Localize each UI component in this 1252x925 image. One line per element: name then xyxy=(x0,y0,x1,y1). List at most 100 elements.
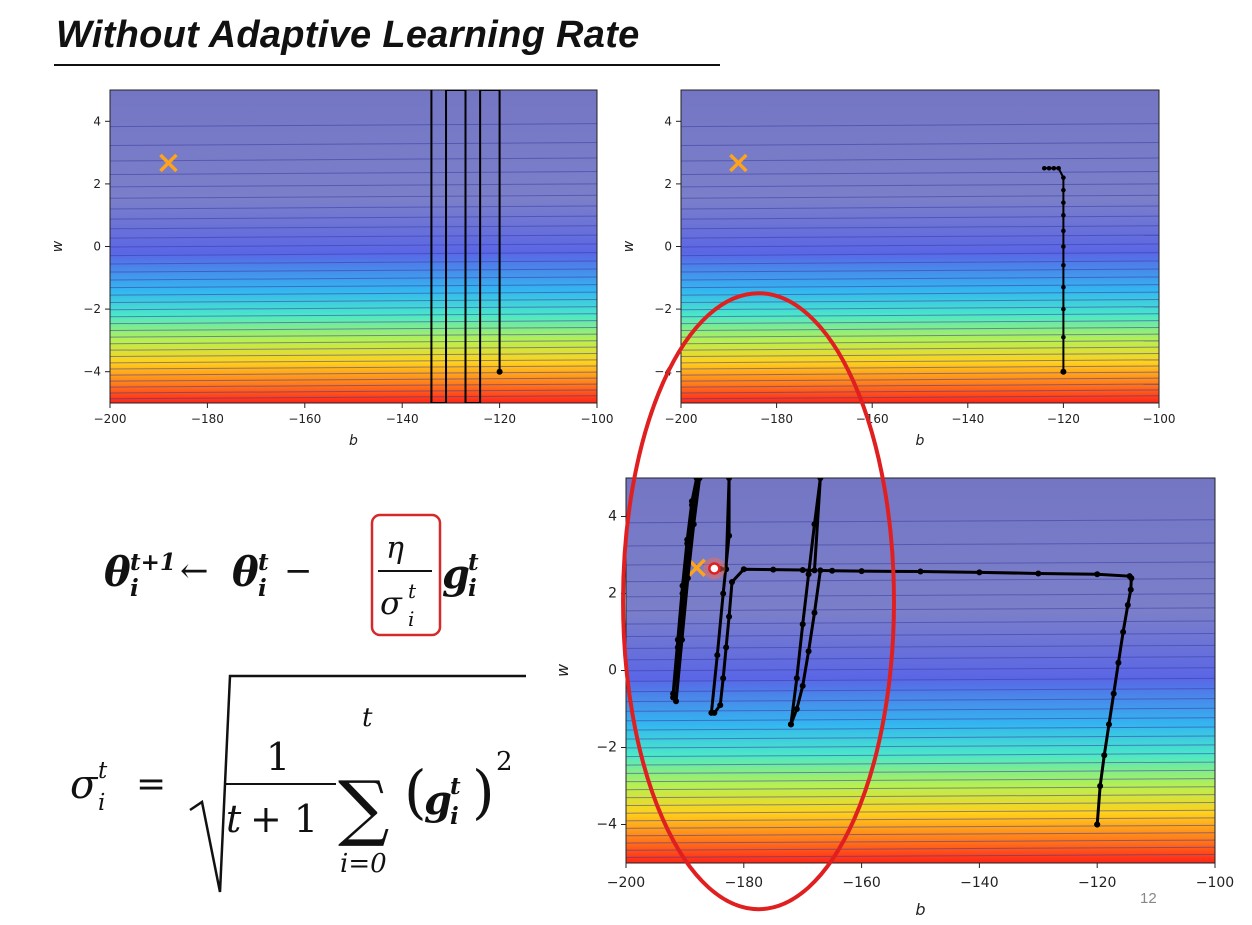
svg-text:g: g xyxy=(424,777,452,824)
path-point xyxy=(817,478,824,481)
y-tick-label: 4 xyxy=(664,114,672,128)
end-marker xyxy=(708,562,721,575)
x-tick-label: −140 xyxy=(951,412,984,426)
path-point xyxy=(1061,306,1066,312)
path-point xyxy=(1110,690,1117,697)
x-tick-label: −180 xyxy=(191,412,224,426)
path-point xyxy=(726,478,733,481)
svg-text:←: ← xyxy=(180,551,209,591)
path-point xyxy=(1061,212,1066,218)
x-tick-label: −120 xyxy=(483,412,516,426)
svg-text:=: = xyxy=(136,764,166,805)
data-layer xyxy=(729,153,1067,375)
x-tick-label: −200 xyxy=(94,412,127,426)
y-tick-label: −2 xyxy=(83,302,101,316)
y-tick-label: 2 xyxy=(664,177,672,191)
path-point xyxy=(696,478,703,481)
svg-text:i: i xyxy=(130,575,139,602)
path-point xyxy=(805,571,812,578)
learning-rate-highlight-box xyxy=(370,513,442,637)
x-tick-label: −120 xyxy=(1078,875,1116,891)
path-point xyxy=(729,578,736,585)
path-point xyxy=(829,567,836,574)
y-tick-label: 0 xyxy=(664,240,672,254)
path-point xyxy=(726,613,733,620)
path-point xyxy=(684,540,691,547)
path-point xyxy=(684,575,691,582)
path-point xyxy=(799,682,806,689)
path-point xyxy=(674,644,681,651)
path-point xyxy=(1035,570,1042,577)
svg-text:1: 1 xyxy=(266,735,290,779)
svg-text:): ) xyxy=(472,758,495,826)
x-tick-label: −200 xyxy=(665,412,698,426)
path-point xyxy=(811,567,818,574)
svg-text:t: t xyxy=(408,579,417,603)
path-point xyxy=(1061,262,1066,268)
svg-text:t: t xyxy=(468,549,479,576)
y-tick-label: −4 xyxy=(596,817,617,833)
x-tick-label: −100 xyxy=(581,412,614,426)
path-point xyxy=(799,567,806,574)
svg-text:t: t xyxy=(450,773,461,800)
path-point xyxy=(811,609,818,616)
path-point xyxy=(714,652,721,659)
y-tick-label: 4 xyxy=(93,114,101,128)
plot-top-left: −200 −180 −160 −140 −120 −100 −4 −2 0 2 4 b w xyxy=(50,89,613,449)
target-marker xyxy=(687,558,706,577)
update-rule: θ t+1 i ← θ t i − η σ t i g t i xyxy=(104,513,479,637)
path-point xyxy=(688,501,695,508)
path-point xyxy=(1126,573,1133,580)
path-point xyxy=(1056,165,1061,171)
svg-text:t: t xyxy=(362,703,373,733)
svg-text:t: t xyxy=(98,758,108,784)
svg-text:η: η xyxy=(386,531,404,566)
x-tick-label: −100 xyxy=(1196,875,1234,891)
path-point xyxy=(1115,659,1122,666)
path-point xyxy=(673,698,680,705)
x-tick-label: −120 xyxy=(1047,412,1080,426)
svg-text:i: i xyxy=(408,607,414,631)
start-point xyxy=(1094,821,1101,828)
svg-text:−: − xyxy=(284,551,313,591)
path-point xyxy=(1097,783,1104,789)
path-point xyxy=(740,566,747,573)
formulas: θ t+1 i ← θ t i − η σ t i g t i σ t i = … xyxy=(70,513,526,893)
svg-text:∑: ∑ xyxy=(338,765,389,849)
y-tick-label: 2 xyxy=(608,586,617,602)
svg-text:i: i xyxy=(258,575,267,602)
contour-lines xyxy=(109,123,598,400)
svg-text:i: i xyxy=(450,803,459,830)
y-tick-label: 0 xyxy=(608,663,617,679)
path-point xyxy=(723,644,730,651)
y-axis-label: w xyxy=(553,663,572,677)
y-tick-label: 4 xyxy=(608,509,617,525)
svg-text:+ 1: + 1 xyxy=(250,797,318,841)
path-point xyxy=(690,521,697,528)
svg-text:i: i xyxy=(468,575,477,602)
y-tick-label: −2 xyxy=(596,740,617,756)
path-point xyxy=(787,721,794,728)
svg-text:σ: σ xyxy=(380,584,403,622)
path-point xyxy=(1061,284,1066,290)
path-point xyxy=(1061,244,1066,249)
path-point xyxy=(708,709,715,716)
path-point xyxy=(1041,165,1047,171)
path-point xyxy=(1124,602,1131,609)
highlight-ellipse xyxy=(621,291,896,912)
data-layer xyxy=(670,478,1135,828)
svg-text:t: t xyxy=(258,549,269,576)
path-point xyxy=(1046,165,1052,171)
path-point xyxy=(720,590,727,597)
y-tick-label: 2 xyxy=(93,177,101,191)
path-point xyxy=(793,706,800,712)
slide-title: Without Adaptive Learning Rate xyxy=(56,14,640,56)
path-point xyxy=(793,675,800,682)
svg-text:(: ( xyxy=(404,758,427,826)
path-point xyxy=(726,532,733,539)
x-tick-label: −100 xyxy=(1143,412,1176,426)
path-point xyxy=(1061,187,1066,193)
path-point xyxy=(770,566,777,573)
y-tick-label: −2 xyxy=(654,302,672,316)
path-point xyxy=(1061,334,1066,340)
